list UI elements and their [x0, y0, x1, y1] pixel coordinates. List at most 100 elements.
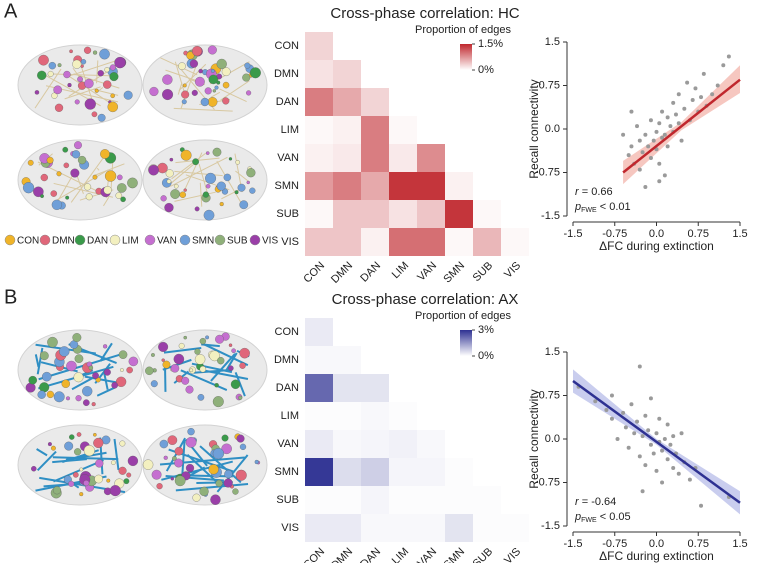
brain-edge	[210, 91, 221, 98]
brain-edge	[57, 169, 109, 201]
heatmap-cell	[361, 172, 389, 200]
brain-node	[77, 155, 87, 165]
brain-node	[88, 365, 94, 371]
brain-node	[215, 334, 224, 344]
heatmap-cell	[361, 200, 389, 228]
heatmap-cell	[333, 60, 361, 88]
point	[662, 173, 667, 178]
y-axis-label: Recall connectivity	[527, 389, 541, 488]
heatmap-cell	[305, 374, 333, 402]
heatmap-cell	[417, 458, 445, 486]
brain-node	[181, 99, 187, 105]
brain-node	[221, 67, 231, 77]
point	[637, 454, 642, 459]
point	[632, 431, 637, 436]
heatmap-cell	[305, 172, 333, 200]
row-label: VAN	[277, 152, 299, 164]
heatmap-cell	[305, 486, 333, 514]
annotation-part: < 0.01	[597, 201, 631, 213]
point	[637, 364, 642, 369]
brain-node	[212, 448, 225, 460]
heatmap-cell	[389, 402, 417, 430]
brain-node	[114, 56, 126, 69]
column-label: DMN	[329, 260, 355, 286]
brain-node	[104, 67, 110, 73]
brain-node	[74, 354, 84, 364]
column-label: VIS	[502, 260, 523, 281]
brain-edge	[225, 352, 238, 372]
brain-node	[74, 448, 82, 456]
row-label: SMN	[275, 180, 300, 192]
heatmap-cell	[389, 200, 417, 228]
brain-node	[68, 480, 75, 487]
legend-label: VIS	[262, 236, 278, 247]
point	[665, 144, 670, 149]
brain-node	[56, 171, 62, 177]
brain-node	[228, 365, 234, 371]
brain-node	[207, 97, 218, 107]
point	[668, 124, 673, 129]
legend-swatch	[144, 234, 156, 246]
brain-node	[187, 428, 195, 436]
colorbar	[460, 44, 472, 70]
brain-node	[74, 141, 82, 150]
brain-edge	[73, 73, 120, 89]
brain-node	[222, 81, 230, 89]
brain-node	[239, 200, 249, 210]
brain-node	[205, 151, 210, 155]
brain-edge	[173, 107, 233, 112]
annotation-part: r	[575, 186, 580, 198]
brain-node	[234, 190, 239, 195]
brain-node	[34, 90, 40, 95]
brain-node	[69, 434, 75, 440]
brain-node	[51, 199, 63, 210]
brain-edge	[235, 170, 250, 183]
heatmap-cell	[305, 514, 333, 542]
brain-node	[128, 356, 139, 367]
legend-label: VAN	[157, 236, 177, 247]
heatmap-cell	[417, 514, 445, 542]
brain-node	[65, 195, 70, 200]
heatmap-cell	[389, 486, 417, 514]
point	[660, 448, 665, 453]
brain-node	[66, 360, 77, 372]
point	[651, 138, 656, 143]
colorbar-label: Proportion of edges	[415, 24, 512, 36]
x-tick-label: 0.75	[688, 538, 709, 550]
brain-node	[91, 111, 98, 118]
point	[657, 161, 662, 166]
annotation-part: FWE	[581, 517, 597, 524]
brain-node	[54, 103, 64, 112]
heatmap-cell	[417, 172, 445, 200]
y-tick-label: 1.5	[545, 346, 560, 358]
brain-node	[27, 159, 34, 166]
brain-node	[254, 459, 259, 465]
point	[629, 109, 634, 114]
point	[665, 115, 670, 120]
brain-node	[199, 365, 207, 373]
x-tick-label: -1.5	[564, 228, 583, 240]
brain-edge	[103, 373, 109, 390]
column-label: DAN	[358, 260, 383, 285]
point	[654, 431, 659, 436]
brain-edge	[163, 347, 202, 354]
brain	[142, 44, 268, 126]
panel-label: A	[4, 0, 18, 22]
legend-label: SMN	[192, 236, 214, 247]
x-tick-label: 0.0	[649, 538, 664, 550]
brain-node	[37, 390, 46, 399]
brain-node	[221, 443, 232, 455]
brain-edge	[199, 182, 203, 207]
brain-node	[179, 191, 186, 198]
brain-node	[189, 368, 194, 373]
point	[646, 428, 651, 433]
brain-node	[178, 62, 186, 70]
legend-swatch	[249, 234, 261, 246]
x-axis-label: ΔFC during extinction	[599, 549, 714, 563]
point	[651, 451, 656, 456]
brain-node	[104, 170, 117, 182]
point	[660, 135, 665, 140]
heatmap-cell	[333, 486, 361, 514]
brain-node	[107, 101, 118, 113]
brain-node	[79, 467, 84, 472]
